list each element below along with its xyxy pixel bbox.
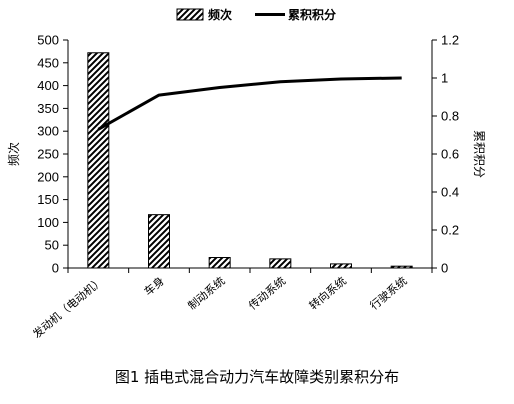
category-label: 传动系统 xyxy=(246,274,288,312)
y-left-tick-label: 300 xyxy=(37,124,59,139)
line-series xyxy=(97,76,402,131)
y-left-tick-label: 250 xyxy=(37,147,59,162)
y-left-tick-label: 0 xyxy=(52,261,59,276)
y-left-tick-label: 50 xyxy=(45,238,59,253)
bar xyxy=(87,52,110,269)
legend: 频次 累积积分 xyxy=(176,7,336,22)
y-left-tick-label: 500 xyxy=(37,33,59,48)
category-label: 发动机（电动机） xyxy=(30,274,106,341)
y-right-tick-label: 0.4 xyxy=(441,185,459,200)
bar xyxy=(208,257,231,269)
y-right-tick-label: 1 xyxy=(441,71,448,86)
legend-line-label: 累积积分 xyxy=(288,7,336,22)
bar-series xyxy=(87,52,413,269)
y-left-tick-label: 350 xyxy=(37,101,59,116)
figure-caption: 图1 插电式混合动力汽车故障类别累积分布 xyxy=(114,368,400,386)
bar xyxy=(330,263,352,269)
x-axis-ticks xyxy=(67,268,433,273)
legend-bar-label: 频次 xyxy=(208,7,232,22)
category-label: 行驶系统 xyxy=(367,274,410,313)
category-label: 制动系统 xyxy=(186,274,228,312)
y-axis-right-title: 累积积分 xyxy=(472,130,486,178)
bar xyxy=(269,258,292,269)
y-left-tick-label: 200 xyxy=(37,169,59,184)
cumulative-line xyxy=(97,76,402,131)
y-right-tick-label: 0 xyxy=(441,261,448,276)
bar xyxy=(148,214,170,269)
y-right-tick-label: 0.8 xyxy=(441,109,459,124)
y-right-tick-label: 1.2 xyxy=(441,33,459,48)
category-label: 转向系统 xyxy=(306,274,349,313)
category-label: 车身 xyxy=(141,274,167,299)
y-left-tick-label: 100 xyxy=(37,215,59,230)
bar xyxy=(390,265,413,269)
y-left-tick-label: 400 xyxy=(37,78,59,93)
y-left-tick-label: 150 xyxy=(37,192,59,207)
y-right-tick-label: 0.2 xyxy=(441,223,459,238)
legend-bar-swatch xyxy=(176,8,204,21)
y-axis-right-ticks: 0 0.2 0.4 0.6 0.8 1 1.2 xyxy=(432,33,459,276)
category-labels: 发动机（电动机） 车身 制动系统 传动系统 转向系统 行驶系统 xyxy=(30,274,410,341)
y-axis-left-title: 频次 xyxy=(7,142,21,166)
y-left-tick-label: 450 xyxy=(37,55,59,70)
y-right-tick-label: 0.6 xyxy=(441,147,459,162)
y-axis-left-ticks: 0 50 100 150 200 250 300 350 400 450 500 xyxy=(37,33,68,276)
